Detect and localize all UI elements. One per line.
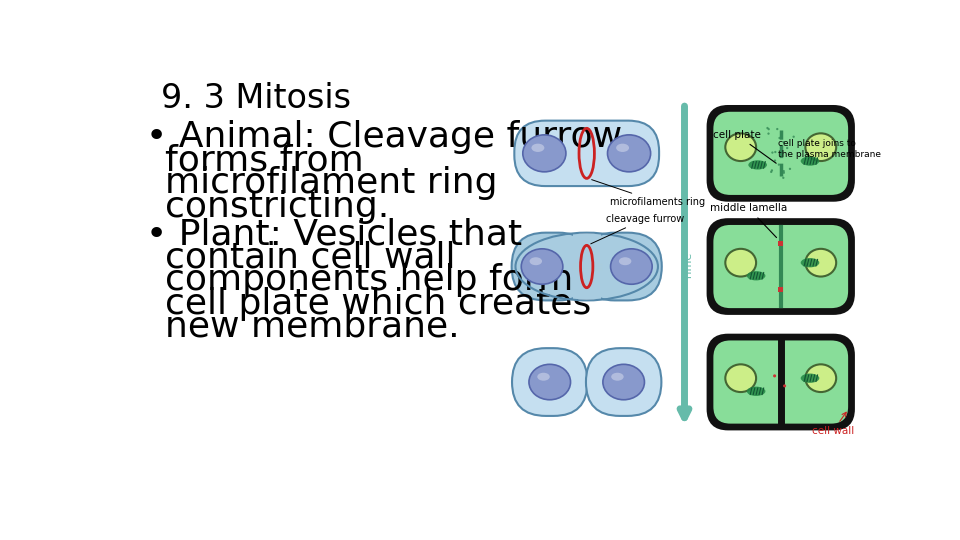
FancyBboxPatch shape bbox=[708, 335, 853, 429]
Ellipse shape bbox=[805, 249, 836, 276]
Text: forms from: forms from bbox=[165, 143, 364, 177]
Ellipse shape bbox=[771, 151, 774, 154]
Ellipse shape bbox=[789, 168, 791, 170]
Ellipse shape bbox=[612, 373, 624, 381]
Text: Time: Time bbox=[684, 253, 694, 280]
Ellipse shape bbox=[766, 127, 769, 129]
Text: cell plate which creates: cell plate which creates bbox=[165, 287, 591, 321]
Ellipse shape bbox=[774, 159, 776, 161]
FancyBboxPatch shape bbox=[708, 220, 853, 314]
FancyBboxPatch shape bbox=[713, 225, 848, 308]
Ellipse shape bbox=[786, 147, 788, 149]
Ellipse shape bbox=[805, 364, 836, 392]
Ellipse shape bbox=[619, 257, 632, 265]
Ellipse shape bbox=[521, 249, 563, 284]
Ellipse shape bbox=[530, 257, 542, 265]
Bar bbox=[573, 234, 601, 299]
Text: • Plant: Vesicles that: • Plant: Vesicles that bbox=[146, 217, 521, 251]
Ellipse shape bbox=[801, 157, 819, 166]
FancyBboxPatch shape bbox=[708, 106, 853, 200]
Text: cleavage furrow: cleavage furrow bbox=[590, 214, 684, 244]
Bar bbox=[779, 241, 783, 246]
Ellipse shape bbox=[801, 258, 819, 267]
Ellipse shape bbox=[768, 128, 770, 130]
Ellipse shape bbox=[771, 169, 773, 172]
Ellipse shape bbox=[726, 249, 756, 276]
Ellipse shape bbox=[774, 151, 777, 153]
Ellipse shape bbox=[779, 137, 780, 139]
FancyBboxPatch shape bbox=[512, 348, 588, 416]
Text: 9. 3 Mitosis: 9. 3 Mitosis bbox=[161, 82, 351, 114]
Text: cell wall: cell wall bbox=[811, 412, 853, 436]
Ellipse shape bbox=[532, 144, 544, 152]
Text: microfilament ring: microfilament ring bbox=[165, 166, 497, 200]
Ellipse shape bbox=[749, 160, 767, 170]
Ellipse shape bbox=[523, 135, 565, 172]
Ellipse shape bbox=[782, 172, 785, 174]
Text: middle lamella: middle lamella bbox=[709, 203, 787, 238]
Text: cell plate: cell plate bbox=[713, 130, 777, 163]
Ellipse shape bbox=[603, 364, 644, 400]
Ellipse shape bbox=[782, 177, 784, 179]
FancyBboxPatch shape bbox=[713, 112, 848, 195]
Text: microfilaments ring: microfilaments ring bbox=[591, 180, 705, 207]
Ellipse shape bbox=[538, 373, 550, 381]
Ellipse shape bbox=[801, 374, 819, 383]
Ellipse shape bbox=[608, 135, 651, 172]
Ellipse shape bbox=[805, 133, 836, 161]
Text: contain cell wall: contain cell wall bbox=[165, 240, 455, 274]
Ellipse shape bbox=[773, 374, 776, 377]
Ellipse shape bbox=[747, 387, 765, 396]
Text: • Animal: Cleavage furrow: • Animal: Cleavage furrow bbox=[146, 120, 622, 154]
Ellipse shape bbox=[726, 133, 756, 161]
Ellipse shape bbox=[776, 128, 779, 130]
FancyBboxPatch shape bbox=[512, 233, 592, 300]
Ellipse shape bbox=[726, 364, 756, 392]
Ellipse shape bbox=[782, 170, 785, 172]
Ellipse shape bbox=[783, 384, 786, 387]
Ellipse shape bbox=[747, 271, 765, 280]
FancyBboxPatch shape bbox=[518, 125, 656, 182]
Bar bbox=[779, 287, 783, 292]
Ellipse shape bbox=[529, 364, 570, 400]
FancyBboxPatch shape bbox=[586, 348, 661, 416]
FancyBboxPatch shape bbox=[581, 233, 661, 300]
Ellipse shape bbox=[616, 144, 629, 152]
Ellipse shape bbox=[793, 136, 795, 138]
Ellipse shape bbox=[770, 171, 773, 173]
Text: constricting.: constricting. bbox=[165, 190, 389, 224]
Ellipse shape bbox=[611, 249, 652, 284]
Ellipse shape bbox=[767, 132, 770, 135]
Ellipse shape bbox=[778, 164, 780, 166]
Text: cell plate joins to
the plasma membrane: cell plate joins to the plasma membrane bbox=[779, 139, 881, 159]
Text: new membrane.: new membrane. bbox=[165, 309, 460, 343]
Text: components help form: components help form bbox=[165, 264, 573, 298]
Ellipse shape bbox=[782, 141, 784, 143]
FancyBboxPatch shape bbox=[515, 120, 660, 186]
FancyBboxPatch shape bbox=[713, 340, 848, 423]
